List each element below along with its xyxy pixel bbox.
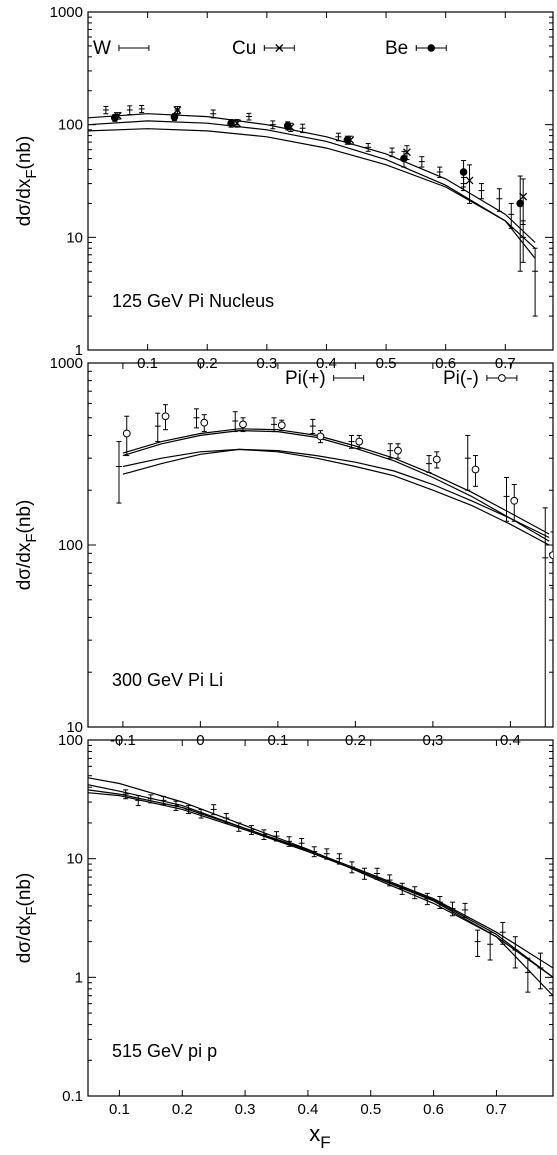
chart-panel-3: 0.1 0.2 0.3 0.4 0.5 0.6 0.70.1110100dσ/dxF(nb)…: [14, 732, 554, 1152]
theory-curve: [88, 792, 553, 997]
data-point: [516, 199, 525, 208]
theory-curve: [88, 789, 553, 969]
x-tick-label: 0.4: [298, 1101, 319, 1118]
theory-curve: [88, 113, 536, 243]
curves: [88, 113, 536, 259]
legend-label: W: [93, 38, 111, 59]
plot-frame: [87, 11, 554, 351]
y-tick-label: 1000: [50, 4, 83, 21]
y-axis-label-unit: (nb): [14, 500, 35, 534]
y-tick-label: 100: [58, 732, 83, 749]
data-point: [239, 420, 247, 429]
legend-marker: [275, 44, 284, 52]
data-point: [549, 551, 553, 560]
data-points: [102, 104, 539, 317]
x-tick-label: 0.3: [235, 1101, 256, 1118]
theory-curve: [88, 777, 553, 978]
data-point: [227, 119, 235, 128]
legend-label: Pi(+): [285, 368, 326, 389]
y-tick-label: 100: [58, 537, 83, 554]
data-point: [173, 106, 182, 114]
x-tick-label: 0.1: [109, 1101, 130, 1118]
legend-marker: [497, 374, 506, 382]
curves: [88, 777, 553, 997]
y-axis-label-unit: (nb): [14, 873, 35, 907]
data-point: [283, 121, 292, 130]
y-tick-label: 100: [58, 117, 83, 134]
x-axis-label-sub: F: [320, 1133, 330, 1152]
data-point: [343, 136, 352, 144]
y-axis-label-main: dσ/dx: [14, 178, 35, 226]
data-point: [519, 192, 528, 201]
theory-curve: [88, 128, 536, 259]
theory-curve: [88, 784, 553, 978]
x-tick-label: 0.6: [423, 1101, 444, 1118]
chart-panel-2: -0.1 0 0.1 0.2 0.3 0.4101001000dσ/dxF(nb)Pi(+…: [14, 355, 554, 749]
theory-curve: [122, 448, 550, 546]
y-axis-label: dσ/dxF(nb): [14, 136, 40, 227]
data-point: [122, 429, 131, 438]
data-point: [402, 148, 411, 157]
data-point: [277, 421, 286, 430]
x-axis-label-main: x: [309, 1121, 320, 1146]
x-tick-label: 0.7: [486, 1101, 507, 1118]
y-tick-label: 10: [66, 719, 83, 736]
data-point: [161, 412, 170, 421]
y-axis-label-sub: F: [23, 906, 40, 915]
y-tick-label: 10: [66, 851, 83, 868]
data-point: [465, 176, 474, 185]
chart-panel-1: 0.1 0.2 0.3 0.4 0.5 0.6 0.71101001000dσ/dxF(nb…: [14, 4, 554, 372]
y-tick-label: 1: [75, 969, 83, 986]
y-tick-label: 1: [75, 342, 83, 359]
data-point: [459, 168, 468, 176]
y-tick-label: 1000: [50, 355, 83, 372]
y-tick-label: 0.1: [62, 1088, 83, 1105]
theory-curve: [122, 428, 550, 535]
y-axis-label-sub: F: [23, 169, 40, 178]
x-tick-label: 0.5: [360, 1101, 381, 1118]
theory-curve: [122, 448, 550, 542]
y-axis-label: dσ/dxF(nb): [14, 500, 40, 591]
legend-label: Pi(-): [443, 368, 479, 389]
x-axis-label: xF: [309, 1121, 330, 1152]
y-axis-label-main: dσ/dx: [14, 542, 35, 590]
y-axis-label-unit: (nb): [14, 136, 35, 170]
data-point: [200, 418, 209, 427]
data-point: [355, 437, 364, 446]
panel-annotation: 515 GeV pi p: [112, 1041, 217, 1061]
theory-curve: [88, 120, 536, 249]
data-point: [111, 114, 119, 122]
curves: [122, 428, 550, 546]
data-point: [233, 119, 241, 128]
data-point: [316, 432, 325, 441]
x-tick-label: 0.2: [172, 1101, 193, 1118]
data-point: [510, 496, 519, 505]
plot-frame: [87, 739, 554, 1097]
y-axis-label: dσ/dxF(nb): [14, 873, 40, 964]
data-point: [394, 446, 402, 455]
data-point: [170, 113, 179, 121]
data-point: [432, 455, 441, 464]
y-axis-label-sub: F: [23, 533, 40, 542]
data-point: [400, 154, 408, 163]
y-tick-label: 10: [66, 229, 83, 246]
legend-marker: [427, 44, 436, 52]
panel-annotation: 125 GeV Pi Nucleus: [112, 291, 274, 311]
data-points: [122, 789, 544, 993]
theory-curve: [122, 429, 550, 539]
data-point: [471, 465, 480, 474]
panel-annotation: 300 GeV Pi Li: [112, 670, 223, 690]
data-points: [116, 404, 553, 727]
legend-label: Be: [385, 38, 408, 59]
y-axis-label-main: dσ/dx: [14, 915, 35, 963]
legend-label: Cu: [232, 38, 256, 59]
